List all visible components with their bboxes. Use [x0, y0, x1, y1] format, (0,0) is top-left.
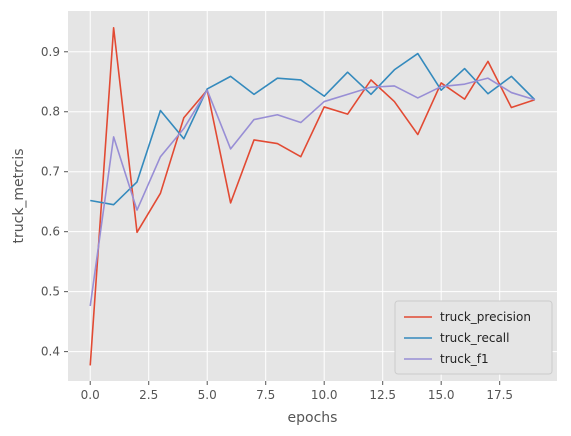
y-tick-label: 0.4	[41, 345, 60, 359]
y-tick-label: 0.9	[41, 45, 60, 59]
x-tick-label: 5.0	[198, 388, 217, 402]
y-tick-label: 0.7	[41, 165, 60, 179]
legend-label: truck_f1	[440, 352, 489, 366]
legend-label: truck_precision	[440, 310, 531, 324]
legend-label: truck_recall	[440, 331, 509, 345]
y-tick-label: 0.8	[41, 105, 60, 119]
series-lines	[89, 26, 536, 366]
grid	[68, 11, 557, 381]
x-tick-label: 17.5	[486, 388, 513, 402]
legend: truck_precision truck_recall truck_f1	[394, 300, 553, 375]
x-tick-label: 12.5	[369, 388, 396, 402]
y-tick-label: 0.6	[41, 225, 60, 239]
x-tick-label: 10.0	[311, 388, 338, 402]
y-axis-label: truck_metrcis	[11, 149, 27, 244]
y-tick-label: 0.5	[41, 285, 60, 299]
x-tick-label: 0.0	[81, 388, 100, 402]
legend-box	[394, 300, 553, 375]
x-tick-label: 2.5	[139, 388, 158, 402]
series-line-truck_recall	[90, 52, 536, 206]
x-tick-label: 15.0	[428, 388, 455, 402]
x-axis-label: epochs	[288, 410, 338, 426]
series-line-truck_f1	[89, 77, 536, 307]
tick-labels: 0.0 2.5 5.0 7.5 10.0 12.5 15.0 17.5 0.4 0.5 0.6 0.7…	[41, 45, 513, 402]
series-line-truck_precision	[89, 26, 536, 366]
x-tick-label: 7.5	[256, 388, 275, 402]
